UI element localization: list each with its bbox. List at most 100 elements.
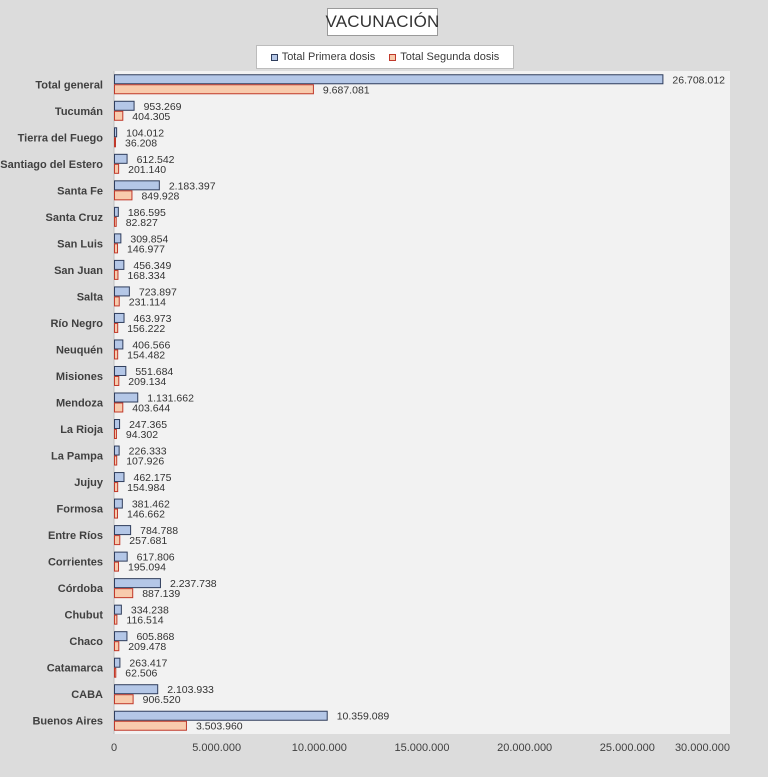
data-label-primera-dosis: 784.788 [140,525,178,537]
data-label-segunda-dosis: 9.687.081 [323,84,370,96]
bar-segunda-dosis [114,641,120,652]
category-label: Santa Fe [57,185,103,197]
data-label-segunda-dosis: 94.302 [126,429,158,441]
category-label: CABA [71,689,103,701]
bar-primera-dosis [114,472,125,483]
legend-label-primera: Total Primera dosis [281,51,376,63]
data-label-primera-dosis: 2.103.933 [167,684,214,696]
legend-swatch-primera [270,53,278,61]
bar-segunda-dosis [114,667,117,678]
data-label-segunda-dosis: 906.520 [143,694,181,706]
x-tick-label: 20.000.000 [497,742,552,754]
bar-segunda-dosis [114,402,124,413]
data-label-primera-dosis: 104.012 [126,127,164,139]
legend-swatch-segunda [389,53,397,61]
bar-primera-dosis [114,657,121,668]
data-label-segunda-dosis: 195.094 [128,562,166,574]
bar-primera-dosis [114,74,664,85]
bar-primera-dosis [114,100,135,111]
category-label: Total general [35,79,103,91]
data-label-primera-dosis: 462.175 [133,472,171,484]
bar-primera-dosis [114,551,128,562]
legend-label-segunda: Total Segunda dosis [400,51,500,63]
bar-primera-dosis [114,339,124,350]
bar-segunda-dosis [114,588,134,599]
bar-primera-dosis [114,498,123,509]
data-label-segunda-dosis: 209.134 [128,376,166,388]
category-label: Santiago del Estero [0,159,103,171]
bar-primera-dosis [114,578,161,589]
category-label: Neuquén [56,344,103,356]
category-label: Jujuy [74,477,104,489]
bar-segunda-dosis [114,561,120,572]
data-label-primera-dosis: 26.708.012 [672,74,725,86]
bar-primera-dosis [114,206,119,217]
bar-segunda-dosis [114,163,120,174]
data-label-segunda-dosis: 82.827 [126,217,158,229]
data-label-segunda-dosis: 3.503.960 [196,721,243,733]
category-label: Mendoza [56,398,104,410]
bar-primera-dosis [114,525,132,536]
bar-segunda-dosis [114,137,116,148]
category-label: Córdoba [58,583,104,595]
bar-segunda-dosis [114,269,119,280]
bar-primera-dosis [114,127,118,138]
data-label-primera-dosis: 309.854 [130,233,168,245]
bar-segunda-dosis [114,296,120,307]
data-label-segunda-dosis: 849.928 [141,190,179,202]
bar-primera-dosis [114,710,328,721]
chart-title: VACUNACIÓN [325,8,439,36]
x-tick-label: 0 [111,742,117,754]
data-label-segunda-dosis: 404.305 [132,111,170,123]
category-label: La Rioja [60,424,104,436]
category-label: Chubut [65,610,104,622]
category-label: La Pampa [51,451,104,463]
x-tick-label: 10.000.000 [292,742,347,754]
category-label: Río Negro [50,318,103,330]
data-label-primera-dosis: 186.595 [128,207,166,219]
data-label-primera-dosis: 226.333 [129,446,167,458]
bar-primera-dosis [114,419,121,430]
data-label-primera-dosis: 551.684 [135,366,173,378]
bar-segunda-dosis [114,694,134,705]
data-label-primera-dosis: 612.542 [137,154,175,166]
bar-primera-dosis [114,392,139,403]
bar-primera-dosis [114,180,160,191]
data-label-segunda-dosis: 116.514 [126,615,163,627]
data-label-primera-dosis: 463.973 [134,313,172,325]
bar-primera-dosis [114,365,127,376]
data-label-primera-dosis: 2.183.397 [169,180,216,192]
data-label-segunda-dosis: 146.662 [127,509,165,521]
data-label-primera-dosis: 456.349 [133,260,171,272]
bar-segunda-dosis [114,84,314,95]
data-label-primera-dosis: 2.237.738 [170,578,217,590]
data-label-segunda-dosis: 403.644 [132,403,170,415]
x-tick-label: 15.000.000 [394,742,449,754]
category-label: Salta [77,291,104,303]
data-label-primera-dosis: 617.806 [137,552,175,564]
bar-segunda-dosis [114,455,118,466]
bar-segunda-dosis [114,429,117,440]
bar-segunda-dosis [114,614,118,625]
category-label: Santa Cruz [46,212,104,224]
bar-primera-dosis [114,604,122,615]
bar-segunda-dosis [114,535,121,546]
category-label: Catamarca [47,663,104,675]
data-label-primera-dosis: 953.269 [144,101,182,113]
bar-segunda-dosis [114,720,187,731]
legend-item-segunda: Total Segunda dosis [389,51,499,63]
bar-segunda-dosis [114,482,119,493]
bar-primera-dosis [114,684,159,695]
data-label-segunda-dosis: 154.984 [127,482,165,494]
bar-segunda-dosis [114,243,119,254]
category-label: San Luis [57,238,103,250]
data-label-segunda-dosis: 209.478 [128,641,166,653]
data-label-primera-dosis: 263.417 [129,658,167,670]
bar-primera-dosis [114,153,128,164]
category-label: Corrientes [48,557,103,569]
bar-segunda-dosis [114,508,119,519]
category-label: Buenos Aires [32,716,103,728]
data-label-segunda-dosis: 154.482 [127,349,165,361]
bar-primera-dosis [114,259,125,270]
bar-primera-dosis [114,312,125,323]
